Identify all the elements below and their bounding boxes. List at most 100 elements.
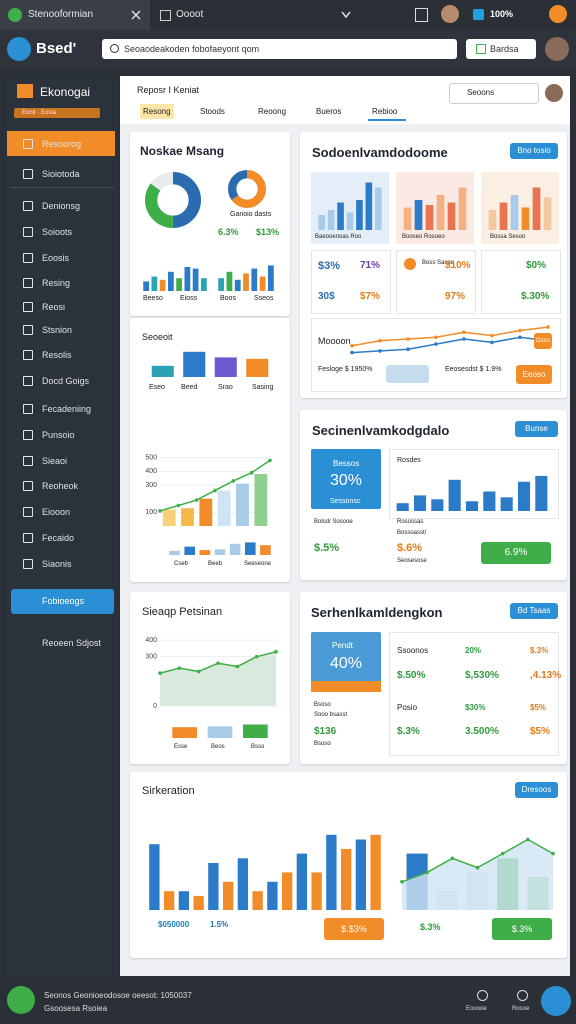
- kpi-box: [311, 449, 381, 509]
- table-cell: Ssoonos: [397, 646, 429, 655]
- panel-button[interactable]: Eeoso: [516, 365, 552, 384]
- menu-icon: [23, 227, 33, 237]
- sidebar-link[interactable]: Reoeen Sdjost: [42, 638, 102, 648]
- bar: [326, 834, 337, 910]
- bar: [296, 853, 308, 910]
- sidebar-logo: [17, 84, 33, 98]
- footer-icon[interactable]: [7, 986, 35, 1014]
- thumb-label: Bossa Sesoo: [490, 234, 526, 240]
- card-button[interactable]: Bunse: [515, 421, 558, 437]
- pill: [386, 365, 429, 383]
- bar: [183, 351, 206, 377]
- header-avatar[interactable]: [545, 84, 563, 102]
- footer-icon[interactable]: [477, 990, 488, 1001]
- menu-item[interactable]: Eiooon: [42, 507, 71, 517]
- point: [176, 503, 181, 508]
- chart-note: $.3%: [420, 922, 441, 932]
- sidebar-button[interactable]: [11, 589, 114, 614]
- tab[interactable]: Reoong: [258, 107, 287, 116]
- menu-icon: [23, 350, 33, 360]
- menu-item[interactable]: Punsoio: [42, 430, 75, 440]
- y-tick-label: 300: [145, 654, 157, 661]
- donut-chart: [145, 172, 201, 228]
- separator: [10, 187, 114, 188]
- menu-item[interactable]: Reoheok: [42, 481, 79, 491]
- menu-item[interactable]: Eoosis: [42, 253, 70, 263]
- button-icon: [476, 44, 486, 54]
- avatar[interactable]: [441, 5, 459, 23]
- menu-item[interactable]: Resolis: [42, 350, 72, 360]
- menu-icon: [23, 325, 33, 335]
- tab-highlight: [140, 104, 174, 119]
- y-tick-label: 500: [145, 455, 157, 462]
- tab-title[interactable]: Oooot: [176, 9, 204, 20]
- menu-icon: [23, 278, 33, 288]
- bar: [217, 490, 231, 526]
- bar: [226, 271, 233, 291]
- tab[interactable]: Bueros: [316, 107, 342, 116]
- axis-label: Boos: [220, 295, 236, 302]
- bar: [465, 501, 479, 511]
- point: [500, 851, 505, 856]
- search-text: Seoaodeakoden fobofaeyont qom: [124, 44, 260, 54]
- logo: Bsed': [36, 40, 77, 57]
- share-icon[interactable]: [415, 8, 428, 22]
- table-cell: ,4.13%: [530, 670, 562, 681]
- card-button[interactable]: Bno tosio: [510, 143, 558, 159]
- menu-icon: [23, 169, 33, 179]
- header-search[interactable]: [449, 83, 539, 104]
- menu-item[interactable]: Sieaoi: [42, 456, 68, 466]
- point: [490, 333, 494, 338]
- tab-menu[interactable]: [341, 11, 351, 19]
- bar: [143, 281, 150, 291]
- card-button[interactable]: Dresoos: [515, 782, 558, 798]
- bar: [281, 872, 293, 910]
- card-button[interactable]: Bd Tsaas: [510, 603, 558, 619]
- active-tab[interactable]: [0, 0, 150, 30]
- menu-item[interactable]: Docd Goigs: [42, 376, 90, 386]
- area-chart: 400 300 0: [145, 637, 278, 708]
- menu-item[interactable]: Fecaido: [42, 533, 75, 543]
- menu-item[interactable]: Siaonis: [42, 559, 72, 569]
- bar: [414, 200, 423, 230]
- menu-item[interactable]: Stsnion: [42, 325, 73, 335]
- kpi-note: Bsoso: [314, 702, 331, 708]
- y-tick-label: 300: [145, 482, 157, 489]
- menu-item[interactable]: Resing: [42, 278, 71, 288]
- thumb-label: Booseo Rosoeo: [402, 234, 445, 240]
- menu-item[interactable]: Fecadeniing: [42, 404, 92, 414]
- user-avatar[interactable]: [545, 37, 569, 61]
- panel-button[interactable]: Dsso: [534, 333, 552, 349]
- menu-item[interactable]: Soioots: [42, 227, 73, 237]
- action-button[interactable]: $.$3%: [324, 918, 384, 940]
- menu-item[interactable]: Resoorog: [42, 139, 82, 149]
- action-button[interactable]: 6.9%: [481, 542, 551, 564]
- menu-item[interactable]: Sioiotoda: [42, 169, 80, 179]
- badge-text: Eonit · Eosia: [22, 110, 57, 116]
- bar: [543, 197, 552, 230]
- search-box[interactable]: [102, 39, 457, 59]
- menu-item[interactable]: Denionsg: [42, 201, 81, 211]
- menu-item[interactable]: Reosi: [42, 302, 66, 312]
- action-button[interactable]: $.3%: [492, 918, 552, 940]
- fab[interactable]: [541, 986, 571, 1016]
- tab[interactable]: Resong: [143, 107, 171, 116]
- kpi-value: 40%: [330, 655, 363, 672]
- bar: [243, 273, 249, 291]
- tab[interactable]: Stoods: [200, 107, 225, 116]
- table-cell: $30%: [465, 703, 486, 712]
- profile[interactable]: [549, 5, 567, 23]
- kpi-sub: Sessonsc: [330, 498, 361, 505]
- bar-chart: [169, 542, 271, 555]
- tab-underline: [368, 119, 406, 121]
- card-title: Secinenlvamkodgdalo: [312, 423, 450, 438]
- bar-chart: [143, 267, 207, 291]
- point: [434, 342, 438, 346]
- kpi-bar: [311, 681, 381, 692]
- tab[interactable]: Rebioo: [372, 107, 398, 116]
- footer-icon[interactable]: [517, 990, 528, 1001]
- close-icon[interactable]: [131, 10, 141, 20]
- bar: [425, 205, 434, 230]
- line-chart: [350, 325, 550, 355]
- point: [518, 328, 522, 333]
